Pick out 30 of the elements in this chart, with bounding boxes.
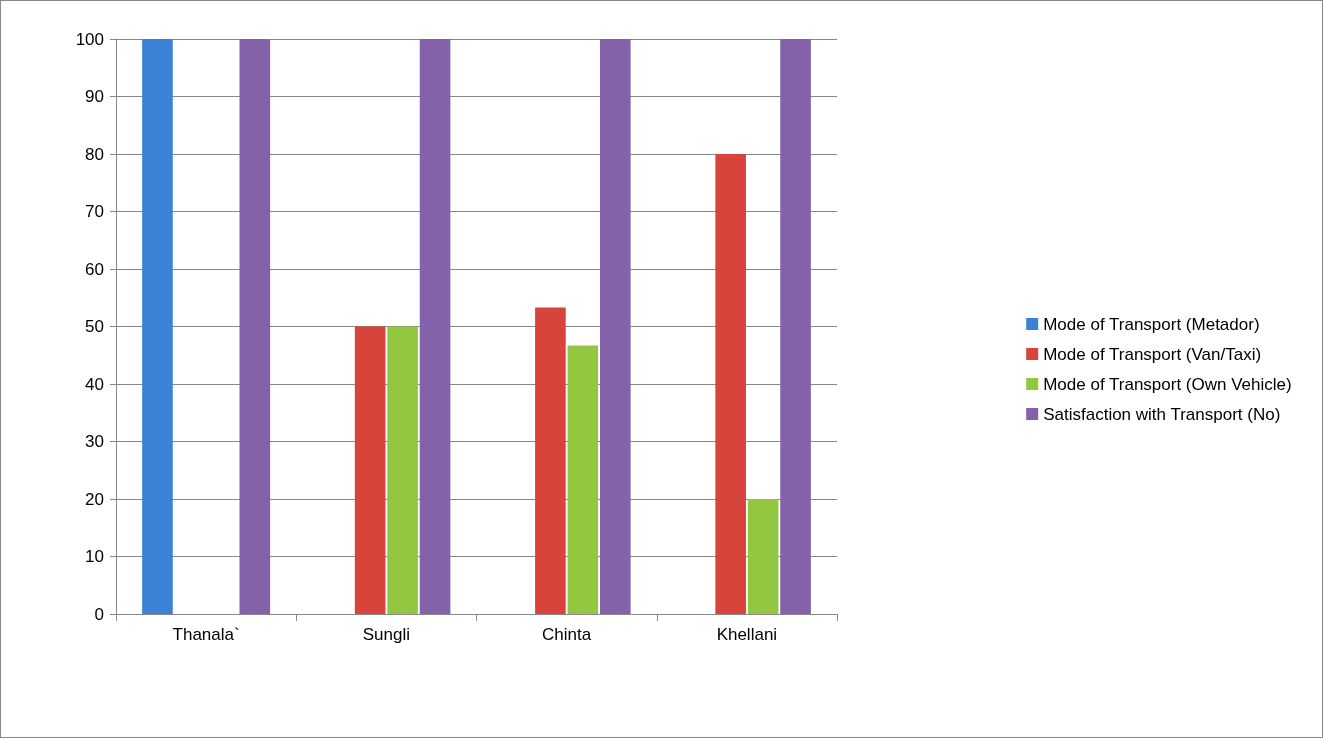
x-tick-label: Khellani [716, 625, 778, 644]
bar [142, 39, 173, 614]
legend-label: Mode of Transport (Metador) [1043, 314, 1260, 334]
x-tick-label: Thanala` [172, 625, 240, 644]
x-tick-label: Chinta [542, 625, 592, 644]
y-tick-label: 10 [85, 547, 104, 566]
bar [535, 307, 566, 614]
bar [567, 345, 599, 614]
bar [715, 154, 746, 614]
legend-label: Satisfaction with Transport (No) [1043, 404, 1281, 424]
bar [747, 499, 779, 614]
y-tick-label: 50 [85, 317, 104, 336]
y-tick-label: 40 [85, 374, 104, 394]
bar [354, 326, 386, 614]
bar [387, 326, 418, 614]
y-tick-label: 0 [94, 604, 104, 624]
bar [780, 39, 811, 614]
bar [419, 39, 451, 614]
x-tick-label: Sungli [362, 625, 411, 644]
y-tick-label: 60 [85, 259, 104, 279]
y-tick-label: 90 [85, 87, 104, 106]
y-tick-label: 70 [85, 202, 104, 221]
legend-label: Mode of Transport (Own Vehicle) [1043, 374, 1292, 394]
legend-label: Mode of Transport (Van/Taxi) [1043, 344, 1262, 364]
y-tick-label: 100 [75, 29, 104, 49]
bar [600, 39, 631, 614]
bar [239, 39, 271, 614]
y-tick-label: 80 [85, 144, 104, 164]
y-tick-label: 20 [85, 489, 104, 509]
y-tick-label: 30 [85, 432, 104, 451]
